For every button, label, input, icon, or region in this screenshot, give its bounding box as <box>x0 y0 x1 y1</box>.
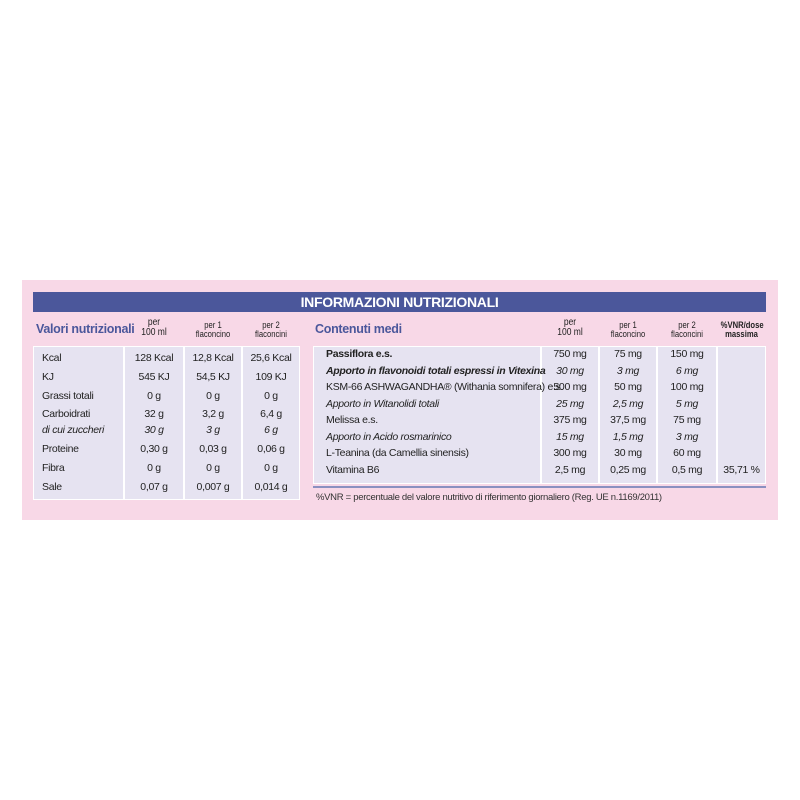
row-label: KJ <box>42 371 54 383</box>
row-value: 0,07 g <box>140 481 168 493</box>
row-label: L-Teanina (da Camellia sinensis) <box>326 447 469 459</box>
table-column <box>242 346 300 500</box>
table-column <box>313 346 541 484</box>
column-header-line2: flaconcino <box>195 329 231 339</box>
column-header-line1: per <box>563 317 577 328</box>
row-value: 100 mg <box>670 381 704 393</box>
row-value: 109 KJ <box>255 371 287 383</box>
table-column <box>717 346 766 484</box>
row-label: Proteine <box>42 443 79 455</box>
row-value: 50 mg <box>614 381 642 393</box>
column-header-line1: per <box>147 317 161 328</box>
table-column <box>184 346 242 500</box>
row-label: di cui zuccheri <box>42 424 105 436</box>
panel-title: INFORMAZIONI NUTRIZIONALI <box>33 292 766 312</box>
row-value: 0,25 mg <box>610 463 646 476</box>
column-header-line2: massima <box>725 329 758 339</box>
row-value: 128 Kcal <box>134 352 174 364</box>
row-label: Vitamina B6 <box>326 463 380 476</box>
column-header-line2: flaconcino <box>610 329 646 339</box>
row-value: 35,71 % <box>723 463 760 476</box>
column-header-line1: per 1 <box>204 320 222 330</box>
column-header-line1: %VNR/dose <box>720 320 764 330</box>
row-value: 0,06 g <box>257 443 285 455</box>
row-value: 0,007 g <box>196 481 230 493</box>
row-label: Passiflora e.s. <box>326 348 393 360</box>
row-value: 75 mg <box>673 414 701 426</box>
column-header-line2: flaconcini <box>671 329 703 339</box>
row-label: KSM-66 ASHWAGANDHA® (Withania somnifera)… <box>326 381 564 393</box>
row-label: Carboidrati <box>42 408 91 420</box>
column-header-line1: per 2 <box>262 320 280 330</box>
row-value: 0 g <box>264 462 278 474</box>
table-column <box>124 346 184 500</box>
row-value: 12,8 Kcal <box>192 352 234 364</box>
row-value: 375 mg <box>553 414 587 426</box>
column-header-line1: per 2 <box>678 320 696 330</box>
row-value: 25,6 Kcal <box>250 352 292 364</box>
row-value: 300 mg <box>553 447 587 459</box>
row-value: 0,5 mg <box>671 463 703 476</box>
row-value: 5 mg <box>675 397 699 410</box>
row-label: Melissa e.s. <box>326 414 378 426</box>
row-value: 75 mg <box>614 348 642 360</box>
table-column <box>33 346 124 500</box>
row-label: Apporto in Acido rosmarinico <box>326 430 452 443</box>
footnote: %VNR = percentuale del valore nutritivo … <box>316 492 662 503</box>
row-value: 6 mg <box>675 364 699 377</box>
row-value: 2,5 mg <box>554 463 586 476</box>
row-value: 30 g <box>144 424 164 436</box>
column-header-line1: per 1 <box>619 320 637 330</box>
row-value: 0,014 g <box>254 481 288 493</box>
row-value: 3 mg <box>616 364 640 377</box>
row-value: 3,2 g <box>202 408 224 420</box>
row-value: 500 mg <box>553 381 587 393</box>
row-value: 0 g <box>206 462 220 474</box>
left-table-heading: Valori nutrizionali <box>36 322 135 336</box>
row-value: 3 mg <box>675 430 699 443</box>
row-value: 3 g <box>206 424 220 436</box>
row-value: 15 mg <box>556 430 584 443</box>
row-value: 30 mg <box>614 447 642 459</box>
row-value: 32 g <box>144 408 164 420</box>
row-label: Apporto in flavonoidi totali espressi in… <box>326 364 546 377</box>
column-header-line2: flaconcini <box>255 329 287 339</box>
row-label: Fibra <box>42 462 65 474</box>
row-value: 6,4 g <box>260 408 282 420</box>
row-value: 6 g <box>264 424 278 436</box>
right-table-heading: Contenuti medi <box>315 322 402 336</box>
row-label: Grassi totali <box>42 390 94 402</box>
divider <box>313 486 766 488</box>
row-label: Apporto in Witanolidi totali <box>326 397 439 410</box>
row-value: 0,30 g <box>140 443 168 455</box>
column-header-line2: 100 ml <box>557 327 583 338</box>
row-value: 2,5 mg <box>612 397 644 410</box>
row-value: 0 g <box>147 390 161 402</box>
row-value: 1,5 mg <box>612 430 644 443</box>
row-label: Sale <box>42 481 62 493</box>
row-value: 0,03 g <box>199 443 227 455</box>
column-header-line2: 100 ml <box>141 327 167 338</box>
row-value: 0 g <box>206 390 220 402</box>
table-column <box>599 346 657 484</box>
row-value: 60 mg <box>673 447 701 459</box>
row-value: 150 mg <box>670 348 704 360</box>
row-value: 54,5 KJ <box>196 371 230 383</box>
row-label: Kcal <box>42 352 62 364</box>
row-value: 30 mg <box>556 364 584 377</box>
table-column <box>541 346 599 484</box>
row-value: 0 g <box>264 390 278 402</box>
row-value: 25 mg <box>556 397 584 410</box>
row-value: 37,5 mg <box>610 414 646 426</box>
row-value: 545 KJ <box>138 371 170 383</box>
row-value: 0 g <box>147 462 161 474</box>
table-column <box>657 346 717 484</box>
row-value: 750 mg <box>553 348 587 360</box>
